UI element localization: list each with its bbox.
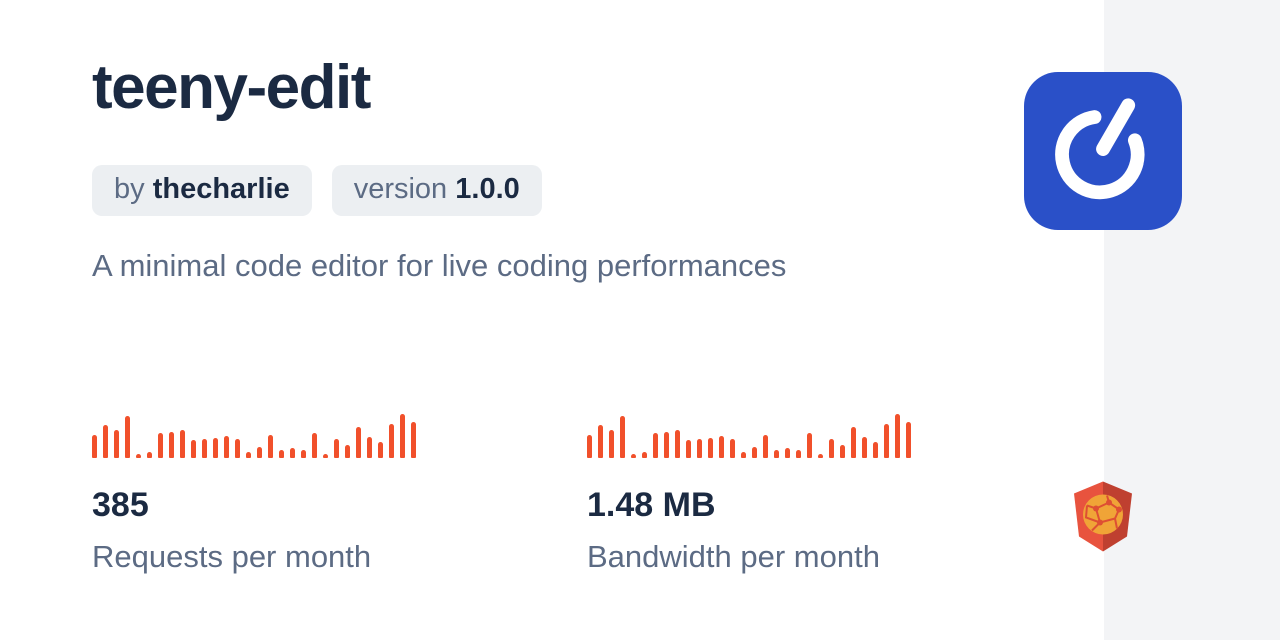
- spark-bar: [807, 433, 812, 458]
- spark-bar: [103, 425, 108, 458]
- author-prefix-label: by: [114, 173, 145, 205]
- spark-bar: [290, 448, 295, 458]
- spark-bar: [741, 452, 746, 458]
- spark-bar: [268, 435, 273, 458]
- power-button-icon: [1040, 86, 1166, 217]
- spark-bar: [642, 452, 647, 458]
- page-title: teeny-edit: [92, 53, 371, 122]
- spark-bar: [730, 439, 735, 458]
- bandwidth-sparkline-chart: [587, 414, 1082, 458]
- version-prefix-label: version: [353, 173, 448, 205]
- jsdelivr-shield-icon: [1074, 481, 1132, 552]
- spark-bar: [587, 435, 592, 458]
- avatar: [1024, 72, 1182, 230]
- spark-bar: [895, 414, 900, 458]
- spark-bar: [829, 439, 834, 458]
- spark-bar: [136, 454, 141, 458]
- spark-bar: [378, 442, 383, 458]
- spark-bar: [92, 435, 97, 458]
- bandwidth-value: 1.48 MB: [587, 486, 716, 524]
- spark-bar: [774, 450, 779, 458]
- spark-bar: [114, 430, 119, 458]
- spark-bar: [301, 450, 306, 458]
- bandwidth-stat: 1.48 MB Bandwidth per month: [587, 414, 1082, 575]
- spark-bar: [411, 422, 416, 458]
- spark-bar: [180, 430, 185, 458]
- spark-bar: [356, 427, 361, 458]
- requests-stat: 385 Requests per month: [92, 414, 587, 575]
- spark-bar: [246, 452, 251, 458]
- spark-bar: [884, 424, 889, 458]
- spark-bar: [708, 438, 713, 458]
- requests-sparkline-chart: [92, 414, 587, 458]
- spark-bar: [818, 454, 823, 458]
- spark-bar: [873, 442, 878, 458]
- bandwidth-label: Bandwidth per month: [587, 539, 880, 574]
- spark-bar: [675, 430, 680, 458]
- spark-bar: [158, 433, 163, 458]
- author-badge: by thecharlie: [92, 165, 312, 216]
- spark-bar: [279, 450, 284, 458]
- spark-bar: [598, 425, 603, 458]
- stats-row: 385 Requests per month 1.48 MB Bandwidth…: [92, 414, 1082, 575]
- spark-bar: [345, 445, 350, 458]
- spark-bar: [334, 439, 339, 458]
- spark-bar: [235, 439, 240, 458]
- spark-bar: [664, 432, 669, 458]
- spark-bar: [191, 440, 196, 458]
- spark-bar: [147, 452, 152, 458]
- author-name: thecharlie: [152, 173, 290, 205]
- spark-bar: [367, 437, 372, 458]
- spark-bar: [609, 430, 614, 458]
- spark-bar: [631, 454, 636, 458]
- package-description: A minimal code editor for live coding pe…: [92, 248, 787, 283]
- spark-bar: [213, 438, 218, 458]
- spark-bar: [785, 448, 790, 458]
- requests-label: Requests per month: [92, 539, 372, 574]
- requests-value: 385: [92, 486, 149, 524]
- spark-bar: [763, 435, 768, 458]
- spark-bar: [906, 422, 911, 458]
- spark-bar: [752, 447, 757, 458]
- spark-bar: [400, 414, 405, 458]
- version-badge: version 1.0.0: [331, 165, 542, 216]
- spark-bar: [719, 436, 724, 458]
- spark-bar: [851, 427, 856, 458]
- spark-bar: [125, 416, 130, 458]
- spark-bar: [169, 432, 174, 458]
- spark-bar: [257, 447, 262, 458]
- spark-bar: [840, 445, 845, 458]
- spark-bar: [224, 436, 229, 458]
- spark-bar: [323, 454, 328, 458]
- version-value: 1.0.0: [455, 173, 520, 205]
- spark-bar: [389, 424, 394, 458]
- spark-bar: [862, 437, 867, 458]
- spark-bar: [202, 439, 207, 458]
- spark-bar: [686, 440, 691, 458]
- badge-row: by thecharlie version 1.0.0: [92, 165, 542, 216]
- jsdelivr-logo: [1074, 481, 1132, 552]
- spark-bar: [653, 433, 658, 458]
- spark-bar: [312, 433, 317, 458]
- spark-bar: [697, 439, 702, 458]
- spark-bar: [796, 450, 801, 458]
- spark-bar: [620, 416, 625, 458]
